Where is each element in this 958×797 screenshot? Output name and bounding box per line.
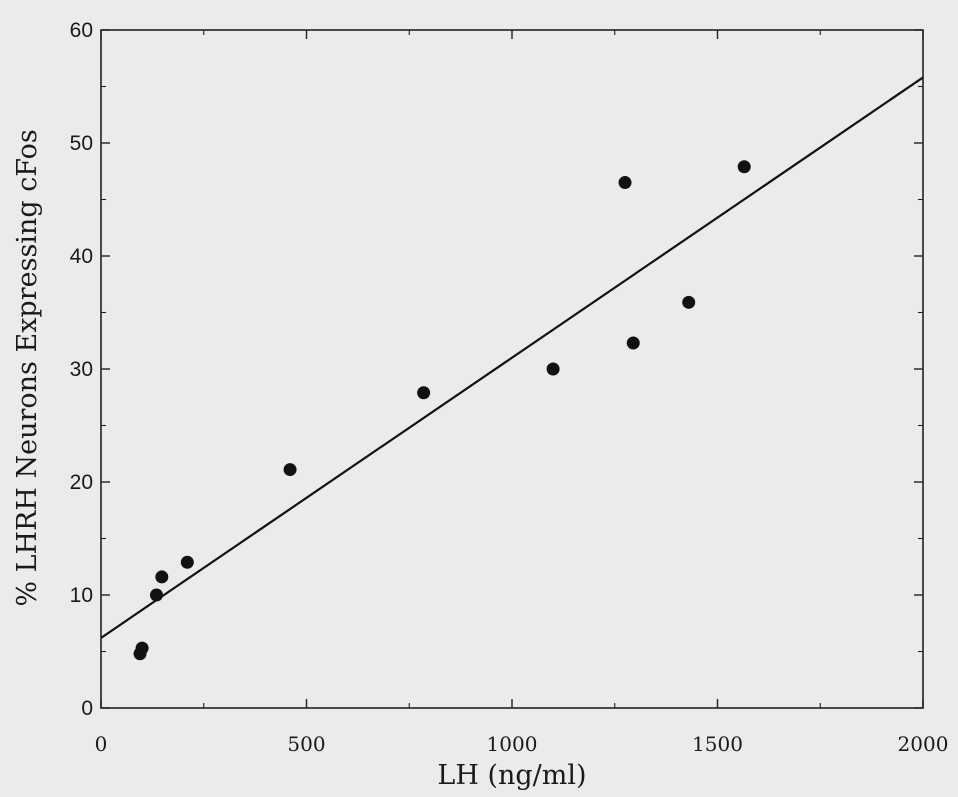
x-tick-label: 2000	[898, 732, 949, 756]
y-axis-ticks: 0 10 20 30 40 50 60	[70, 19, 923, 720]
data-point	[417, 386, 431, 400]
y-tick-label: 40	[70, 245, 93, 268]
plot-border	[100, 29, 924, 709]
data-point	[682, 295, 696, 309]
regression-line-group	[100, 76, 924, 639]
x-axis-ticks: 0 500 1000 1500 2000	[95, 30, 949, 756]
y-tick-label: 30	[70, 358, 93, 381]
x-tick-label: 1000	[487, 732, 538, 756]
data-point	[618, 176, 632, 190]
x-tick-label: 0	[95, 732, 108, 756]
data-point	[135, 641, 149, 655]
data-point	[626, 336, 640, 350]
x-tick-label: 500	[287, 732, 325, 756]
x-tick-label: 1500	[692, 732, 743, 756]
data-point	[737, 160, 751, 174]
y-tick-label: 50	[70, 132, 93, 155]
y-tick-label: 20	[70, 471, 93, 494]
data-point	[155, 570, 169, 584]
y-axis-title: % LHRH Neurons Expressing cFos	[12, 129, 43, 606]
y-tick-label: 60	[70, 19, 93, 42]
y-tick-label: 0	[81, 697, 93, 720]
data-point	[283, 463, 297, 477]
regression-line	[100, 76, 924, 639]
data-point	[546, 362, 560, 376]
x-axis-title: LH (ng/ml)	[437, 760, 586, 791]
data-point	[180, 555, 194, 569]
plot-frame	[100, 29, 924, 709]
data-points	[133, 160, 751, 661]
y-tick-label: 10	[70, 584, 93, 607]
data-point	[149, 588, 163, 602]
